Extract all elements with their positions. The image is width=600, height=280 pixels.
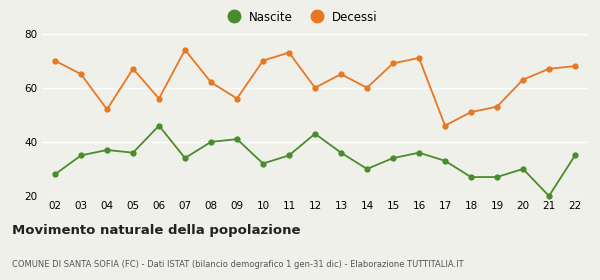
Text: Movimento naturale della popolazione: Movimento naturale della popolazione [12, 224, 301, 237]
Text: COMUNE DI SANTA SOFIA (FC) - Dati ISTAT (bilancio demografico 1 gen-31 dic) - El: COMUNE DI SANTA SOFIA (FC) - Dati ISTAT … [12, 260, 464, 269]
Legend: Nascite, Decessi: Nascite, Decessi [217, 6, 383, 28]
